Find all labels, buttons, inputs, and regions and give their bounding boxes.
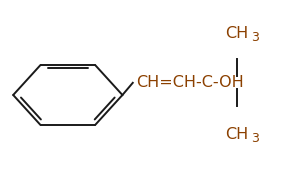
Text: 3: 3: [251, 132, 259, 146]
Text: CH: CH: [225, 26, 249, 41]
Text: CH=CH-C-OH: CH=CH-C-OH: [136, 75, 243, 90]
Text: CH: CH: [225, 127, 249, 142]
Text: 3: 3: [251, 31, 259, 44]
